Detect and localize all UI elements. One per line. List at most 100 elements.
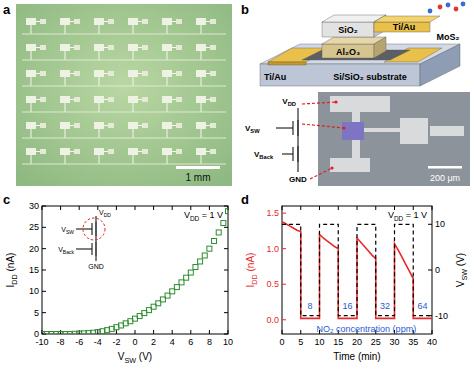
wire xyxy=(298,136,299,146)
scale-label: 1 mm xyxy=(186,172,211,183)
device-line xyxy=(65,51,66,60)
al2o3-front xyxy=(322,44,374,58)
substrate-front xyxy=(260,64,420,86)
x-tick-label: 2 xyxy=(151,337,156,347)
device-line xyxy=(36,73,40,74)
device-pad xyxy=(94,122,104,129)
device-pad xyxy=(26,122,36,129)
device-pad xyxy=(74,97,80,102)
channel xyxy=(95,222,96,236)
device-line xyxy=(70,125,74,126)
x-tick-top xyxy=(394,206,395,210)
device-pad xyxy=(74,149,80,154)
wire xyxy=(96,236,97,242)
device-pad xyxy=(210,149,216,154)
y-tick-label: 20 xyxy=(29,244,39,254)
molecule xyxy=(446,3,451,8)
device-line xyxy=(167,77,168,86)
device-pad xyxy=(142,123,148,128)
device-line xyxy=(133,155,134,164)
point xyxy=(221,221,226,226)
device-line xyxy=(104,73,108,74)
device-line xyxy=(70,151,74,152)
device-line xyxy=(133,51,134,60)
device-line xyxy=(99,77,100,86)
device-line xyxy=(36,47,40,48)
sio2-front xyxy=(322,22,374,37)
device-line xyxy=(36,125,40,126)
device-line xyxy=(133,103,134,112)
note: VDD = 1 V xyxy=(388,210,427,222)
device-line xyxy=(172,21,176,22)
device-pad xyxy=(162,18,172,25)
device-line xyxy=(206,99,210,100)
device-pad xyxy=(128,96,138,103)
point xyxy=(202,253,207,258)
label-rest: (nA) xyxy=(245,253,256,275)
x-tick-label: -8 xyxy=(57,337,65,347)
device-pad xyxy=(128,44,138,51)
point xyxy=(188,270,193,275)
device-line xyxy=(36,151,40,152)
device-line xyxy=(133,25,134,34)
label-sub: DD xyxy=(394,215,404,222)
device-pad xyxy=(40,149,46,154)
x-tick xyxy=(190,330,191,334)
device-pad xyxy=(108,149,114,154)
device-pad xyxy=(196,44,206,51)
x-tick-label: 10 xyxy=(223,337,233,347)
pad xyxy=(400,118,428,144)
device-line xyxy=(31,77,32,86)
y-tick-right xyxy=(224,227,228,228)
bus-line xyxy=(22,164,226,165)
y-axis-title: IDD (nA) xyxy=(245,253,259,288)
device-line xyxy=(167,25,168,34)
device-pad xyxy=(40,71,46,76)
label-sub: DD xyxy=(104,212,112,218)
device-pad xyxy=(196,70,206,77)
device-line xyxy=(201,103,202,112)
x-tick-top xyxy=(172,206,173,210)
circuit-label: VSW xyxy=(245,124,260,134)
y2-axis-title: VSW (V) xyxy=(455,253,469,287)
x-tick-top xyxy=(228,206,229,210)
y-tick xyxy=(42,248,46,249)
x-tick xyxy=(153,330,154,334)
x-tick-top xyxy=(300,206,301,210)
device-pad xyxy=(128,70,138,77)
molecule xyxy=(461,2,466,7)
device-pad xyxy=(210,123,216,128)
device-pad xyxy=(142,45,148,50)
device-line xyxy=(172,151,176,152)
device-pad xyxy=(176,19,182,24)
device-pad xyxy=(40,45,46,50)
bus-line xyxy=(22,112,226,113)
x-tick-label: -6 xyxy=(75,337,83,347)
device-pad xyxy=(162,122,172,129)
device-line xyxy=(104,99,108,100)
device-line xyxy=(36,99,40,100)
x-tick-label: -2 xyxy=(112,337,120,347)
y-tick-right xyxy=(224,291,228,292)
device-line xyxy=(167,51,168,60)
gate-electrode-front xyxy=(374,22,430,32)
device-pad xyxy=(40,97,46,102)
y-tick xyxy=(282,284,286,285)
y-tick-right xyxy=(224,312,228,313)
device-line xyxy=(65,103,66,112)
lead xyxy=(364,128,400,132)
device-line xyxy=(65,129,66,138)
point xyxy=(207,246,212,251)
device-pad xyxy=(196,122,206,129)
device-line xyxy=(138,125,142,126)
point xyxy=(216,230,221,235)
panel-letter: d xyxy=(241,192,249,207)
wire xyxy=(276,128,293,129)
device-line xyxy=(70,73,74,74)
label-sub: DD xyxy=(250,274,259,284)
device-line xyxy=(36,21,40,22)
plot-area xyxy=(42,209,228,334)
device-pad xyxy=(210,45,216,50)
y-tick xyxy=(42,312,46,313)
wire xyxy=(76,229,92,230)
